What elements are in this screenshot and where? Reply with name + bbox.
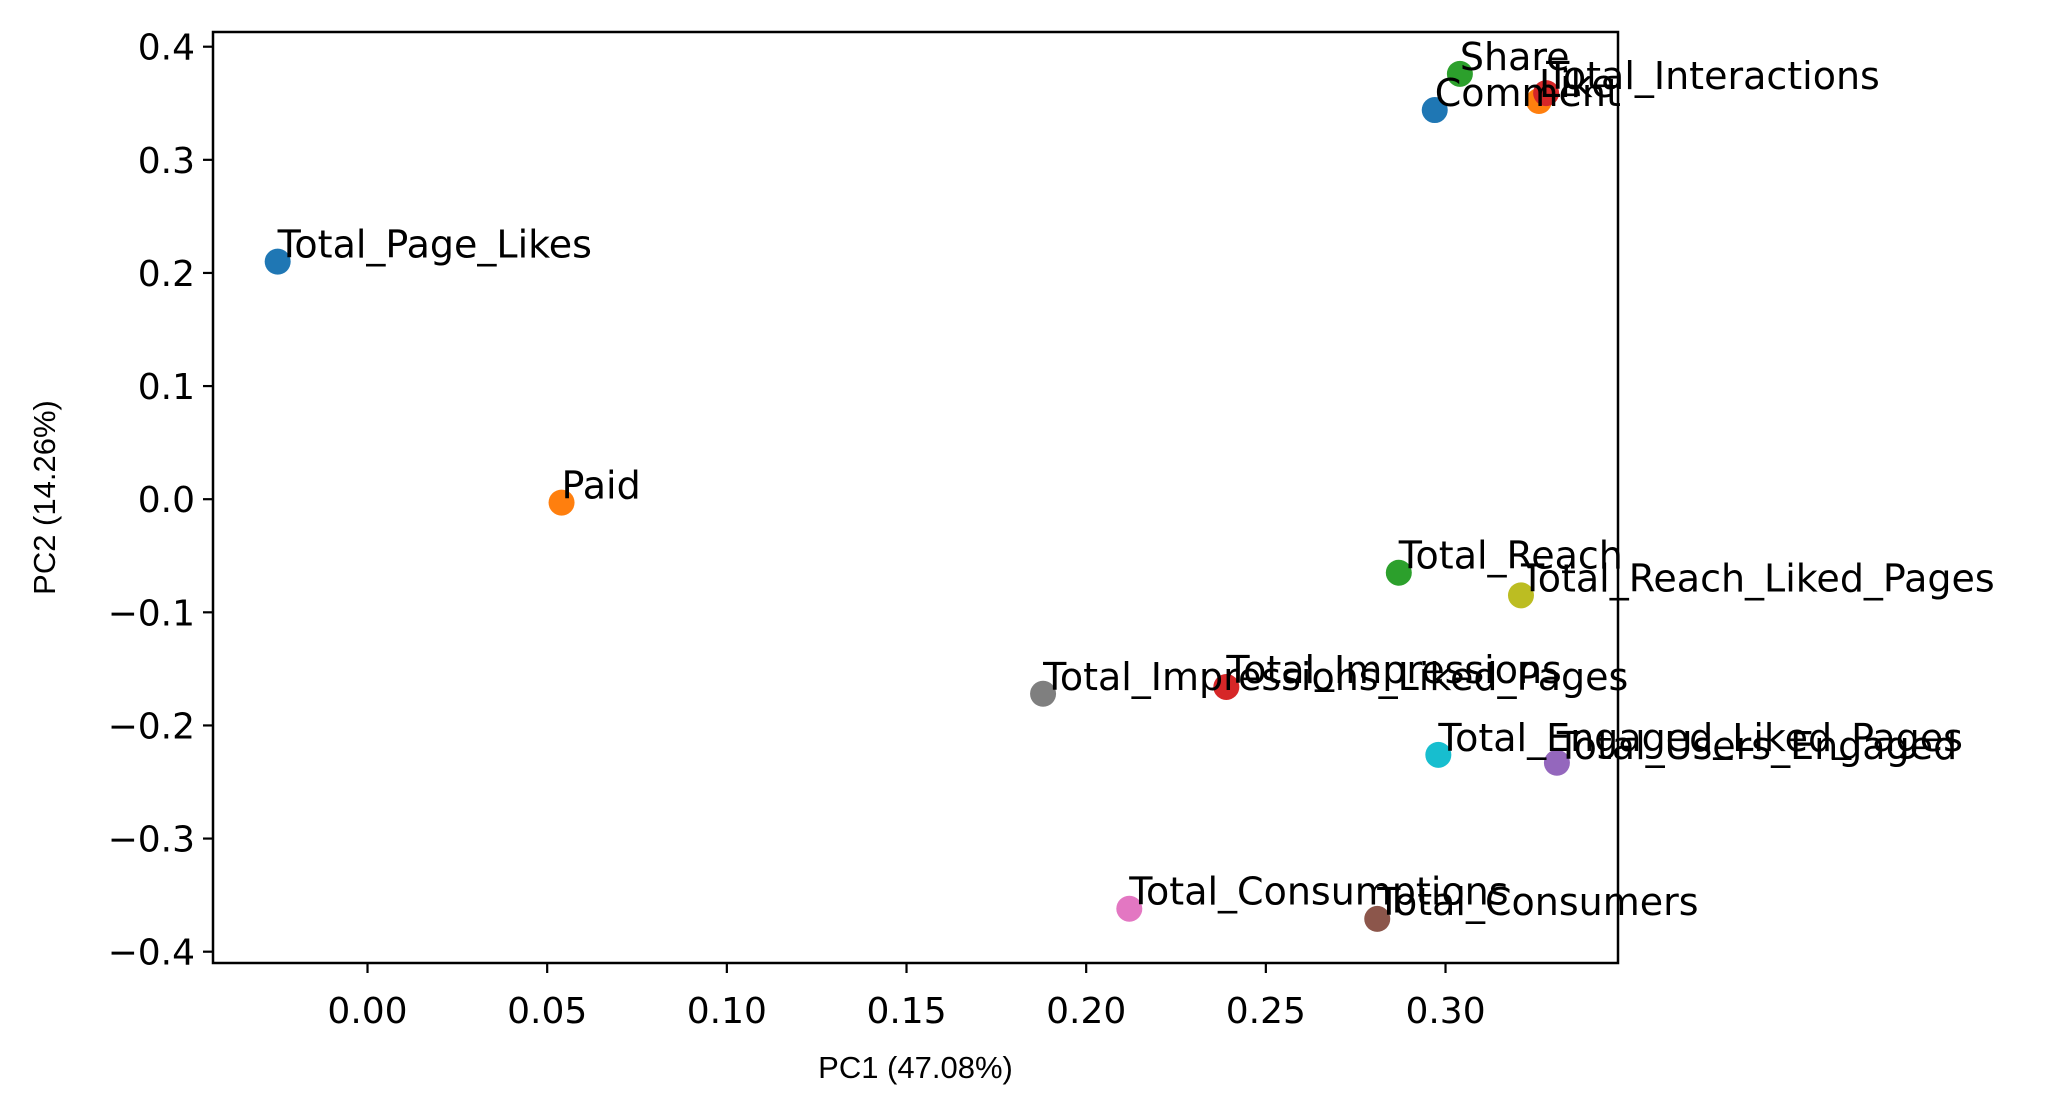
data-point xyxy=(1030,680,1057,707)
point-label: Total_Users_Engaged xyxy=(1556,724,1957,768)
point-label: Share xyxy=(1460,35,1570,79)
y-tick-label: −0.3 xyxy=(108,820,195,861)
x-tick-label: 0.10 xyxy=(687,991,767,1032)
y-tick-label: −0.1 xyxy=(108,593,195,634)
data-points xyxy=(264,60,1570,932)
x-tick-label: 0.15 xyxy=(866,991,946,1032)
point-labels: Total_Page_Likes Paid Total_Reach Total_Imp… xyxy=(277,35,1995,924)
y-tick-label: 0.4 xyxy=(138,28,195,69)
data-point xyxy=(1421,97,1448,124)
x-tick-label: 0.20 xyxy=(1046,991,1126,1032)
y-tick-label: 0.3 xyxy=(138,141,195,182)
y-tick-label: 0.2 xyxy=(138,254,195,295)
point-label: Total_Consumers xyxy=(1376,880,1698,924)
point-label: Total_Engaged_Liked_Pages xyxy=(1437,716,1963,760)
plot-frame xyxy=(211,30,1620,965)
data-point xyxy=(1533,80,1560,107)
x-tick-label: 0.30 xyxy=(1405,991,1485,1032)
x-tick-label: 0.00 xyxy=(327,991,407,1032)
data-point xyxy=(1116,895,1143,922)
point-label: Total_Impressions xyxy=(1225,648,1562,692)
x-axis-ticks: 0.00 0.05 0.10 0.15 0.20 0.25 0.30 xyxy=(327,963,1486,1032)
data-point xyxy=(1364,905,1391,932)
data-point xyxy=(264,248,291,275)
data-point xyxy=(1425,741,1452,768)
y-tick-label: 0.0 xyxy=(138,480,195,521)
y-tick-label: −0.4 xyxy=(108,933,195,974)
data-point xyxy=(1507,582,1534,609)
y-axis-ticks: 0.4 0.3 0.2 0.1 0.0 −0.1 −0.2 −0.3 −0.4 xyxy=(108,28,213,974)
y-tick-label: 0.1 xyxy=(138,367,195,408)
x-tick-label: 0.25 xyxy=(1226,991,1306,1032)
point-label: Like xyxy=(1539,62,1615,106)
point-label: Total_Reach_Liked_Pages xyxy=(1520,556,1995,600)
data-point xyxy=(1385,559,1412,586)
y-tick-label: −0.2 xyxy=(108,706,195,747)
point-label: Paid xyxy=(562,464,641,508)
y-axis-title: PC2 (14.26%) xyxy=(27,400,62,595)
point-label: Total_Interactions xyxy=(1545,54,1880,98)
data-point xyxy=(1543,749,1570,776)
data-point xyxy=(1446,60,1473,87)
point-label: Comment xyxy=(1435,71,1621,115)
point-label: Total_Reach xyxy=(1398,534,1623,578)
data-point xyxy=(548,489,575,516)
point-label: Total_Impressions_Liked_Pages xyxy=(1042,655,1628,699)
data-point xyxy=(1213,673,1240,700)
point-label: Total_Consumptions xyxy=(1128,870,1508,914)
point-label: Total_Page_Likes xyxy=(277,223,592,267)
x-axis-title: PC1 (47.08%) xyxy=(818,1050,1013,1085)
x-tick-label: 0.05 xyxy=(507,991,587,1032)
